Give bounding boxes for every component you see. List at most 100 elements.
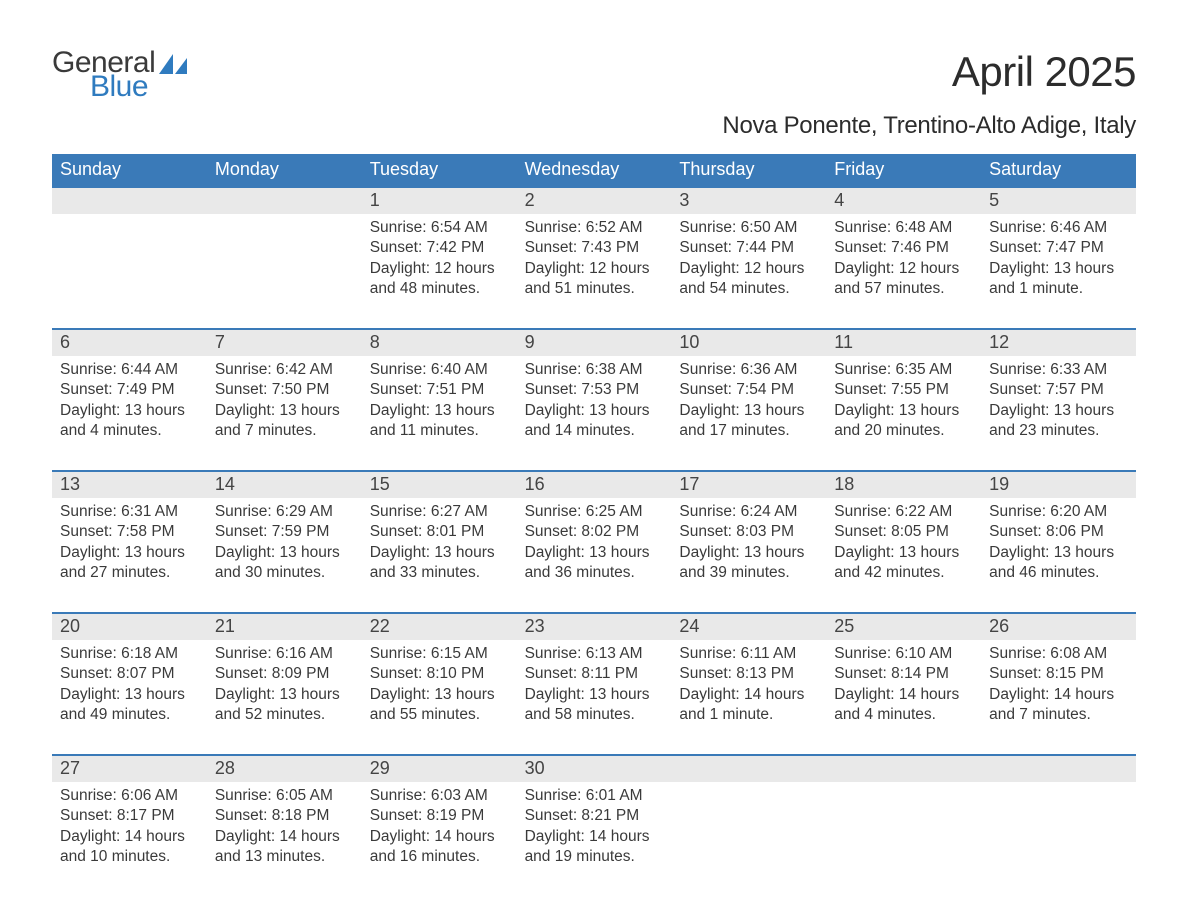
day-detail-line: Daylight: 13 hours: [370, 543, 509, 563]
day-detail-line: Sunset: 7:57 PM: [989, 380, 1128, 400]
day-cell: Sunrise: 6:52 AMSunset: 7:43 PMDaylight:…: [517, 214, 672, 310]
day-number: 21: [207, 614, 362, 640]
day-detail-line: Sunset: 8:14 PM: [834, 664, 973, 684]
day-detail-line: Daylight: 14 hours: [215, 827, 354, 847]
day-detail-line: Daylight: 12 hours: [525, 259, 664, 279]
day-number: 9: [517, 330, 672, 356]
day-cell: Sunrise: 6:38 AMSunset: 7:53 PMDaylight:…: [517, 356, 672, 452]
day-detail-line: Daylight: 14 hours: [679, 685, 818, 705]
day-number-row: 20212223242526: [52, 614, 1136, 640]
day-detail-line: Sunset: 8:21 PM: [525, 806, 664, 826]
day-number: 8: [362, 330, 517, 356]
day-cell: [52, 214, 207, 310]
day-cell: Sunrise: 6:33 AMSunset: 7:57 PMDaylight:…: [981, 356, 1136, 452]
weekday-header: Thursday: [671, 154, 826, 186]
day-detail-line: Sunset: 8:13 PM: [679, 664, 818, 684]
header: General Blue April 2025 Nova Ponente, Tr…: [52, 48, 1136, 140]
day-cell: Sunrise: 6:54 AMSunset: 7:42 PMDaylight:…: [362, 214, 517, 310]
day-detail-line: Daylight: 13 hours: [370, 685, 509, 705]
day-detail-line: Daylight: 13 hours: [60, 543, 199, 563]
day-detail-line: Sunrise: 6:40 AM: [370, 360, 509, 380]
day-detail-line: Daylight: 13 hours: [215, 685, 354, 705]
day-detail-line: Sunset: 8:15 PM: [989, 664, 1128, 684]
day-detail-line: and 11 minutes.: [370, 421, 509, 441]
day-detail-line: Sunrise: 6:25 AM: [525, 502, 664, 522]
day-cell: Sunrise: 6:01 AMSunset: 8:21 PMDaylight:…: [517, 782, 672, 878]
week-row: 6789101112Sunrise: 6:44 AMSunset: 7:49 P…: [52, 328, 1136, 452]
day-cell: Sunrise: 6:24 AMSunset: 8:03 PMDaylight:…: [671, 498, 826, 594]
day-detail-line: Daylight: 13 hours: [370, 401, 509, 421]
day-detail-line: Sunrise: 6:06 AM: [60, 786, 199, 806]
day-detail-line: and 36 minutes.: [525, 563, 664, 583]
weekday-header: Monday: [207, 154, 362, 186]
day-detail-line: and 51 minutes.: [525, 279, 664, 299]
day-detail-line: Daylight: 14 hours: [60, 827, 199, 847]
week-row: 20212223242526 Sunrise: 6:18 AM Sunset: 8:…: [52, 612, 1136, 736]
day-cell: Sunrise: 6:16 AMSunset: 8:09 PMDaylight:…: [207, 640, 362, 736]
day-detail-line: Sunrise: 6:35 AM: [834, 360, 973, 380]
day-detail-line: and 48 minutes.: [370, 279, 509, 299]
day-detail-line: and 52 minutes.: [215, 705, 354, 725]
day-detail-line: Daylight: 14 hours: [834, 685, 973, 705]
day-number: [207, 188, 362, 214]
day-detail-line: Sunset: 7:54 PM: [679, 380, 818, 400]
day-detail-line: Daylight: 13 hours: [215, 401, 354, 421]
day-number: [52, 188, 207, 214]
day-detail-line: Daylight: 14 hours: [370, 827, 509, 847]
day-detail-line: and 19 minutes.: [525, 847, 664, 867]
day-detail-line: Daylight: 13 hours: [834, 543, 973, 563]
day-detail-line: Sunset: 8:06 PM: [989, 522, 1128, 542]
day-detail-line: and 58 minutes.: [525, 705, 664, 725]
day-detail-line: Sunrise: 6:48 AM: [834, 218, 973, 238]
day-detail-line: and 1 minute.: [679, 705, 818, 725]
day-number: 1: [362, 188, 517, 214]
day-detail-line: Daylight: 12 hours: [679, 259, 818, 279]
day-detail-line: Sunrise: 6:08 AM: [989, 644, 1128, 664]
day-number: 11: [826, 330, 981, 356]
day-number: 2: [517, 188, 672, 214]
day-cell: Sunrise: 6:31 AMSunset: 7:58 PMDaylight:…: [52, 498, 207, 594]
day-cell: Sunrise: 6:05 AMSunset: 8:18 PMDaylight:…: [207, 782, 362, 878]
day-cell: Sunrise: 6:25 AMSunset: 8:02 PMDaylight:…: [517, 498, 672, 594]
day-detail-line: Daylight: 13 hours: [525, 543, 664, 563]
day-cell: Sunrise: 6:46 AMSunset: 7:47 PMDaylight:…: [981, 214, 1136, 310]
day-cell: Sunrise: 6:10 AMSunset: 8:14 PMDaylight:…: [826, 640, 981, 736]
day-cell: Sunrise: 6:27 AMSunset: 8:01 PMDaylight:…: [362, 498, 517, 594]
title-block: April 2025 Nova Ponente, Trentino-Alto A…: [722, 48, 1136, 140]
day-cell: Sunrise: 6:03 AMSunset: 8:19 PMDaylight:…: [362, 782, 517, 878]
weekday-header: Saturday: [981, 154, 1136, 186]
day-detail-line: Sunset: 7:50 PM: [215, 380, 354, 400]
day-detail-line: Sunset: 7:46 PM: [834, 238, 973, 258]
day-number: 18: [826, 472, 981, 498]
day-number: 26: [981, 614, 1136, 640]
day-cell: Sunrise: 6:13 AMSunset: 8:11 PMDaylight:…: [517, 640, 672, 736]
day-number: 28: [207, 756, 362, 782]
day-number: 14: [207, 472, 362, 498]
day-detail-line: and 57 minutes.: [834, 279, 973, 299]
day-detail-line: Sunset: 7:42 PM: [370, 238, 509, 258]
logo-sail-icon: [159, 54, 187, 74]
day-detail-line: Sunrise: 6:42 AM: [215, 360, 354, 380]
day-number: [981, 756, 1136, 782]
weeks-container: 12345Sunrise: 6:54 AMSunset: 7:42 PMDayl…: [52, 186, 1136, 878]
day-detail-line: Sunset: 8:01 PM: [370, 522, 509, 542]
day-detail-line: Sunset: 7:59 PM: [215, 522, 354, 542]
day-detail-line: Sunrise: 6:10 AM: [834, 644, 973, 664]
day-detail-line: Daylight: 13 hours: [989, 401, 1128, 421]
day-detail-line: Sunrise: 6:18 AM: [60, 644, 199, 664]
day-number-row: 6789101112: [52, 330, 1136, 356]
day-detail-line: Daylight: 13 hours: [679, 401, 818, 421]
day-detail-line: Daylight: 14 hours: [525, 827, 664, 847]
day-detail-line: Sunrise: 6:31 AM: [60, 502, 199, 522]
day-detail-line: Daylight: 12 hours: [834, 259, 973, 279]
day-cell: [207, 214, 362, 310]
day-detail-line: and 13 minutes.: [215, 847, 354, 867]
day-detail-line: Sunset: 8:19 PM: [370, 806, 509, 826]
day-detail-line: and 39 minutes.: [679, 563, 818, 583]
day-detail-line: and 1 minute.: [989, 279, 1128, 299]
logo-word-blue: Blue: [90, 72, 187, 102]
day-detail-line: Sunset: 7:51 PM: [370, 380, 509, 400]
day-number: 22: [362, 614, 517, 640]
day-detail-line: Sunrise: 6:52 AM: [525, 218, 664, 238]
day-number: 4: [826, 188, 981, 214]
